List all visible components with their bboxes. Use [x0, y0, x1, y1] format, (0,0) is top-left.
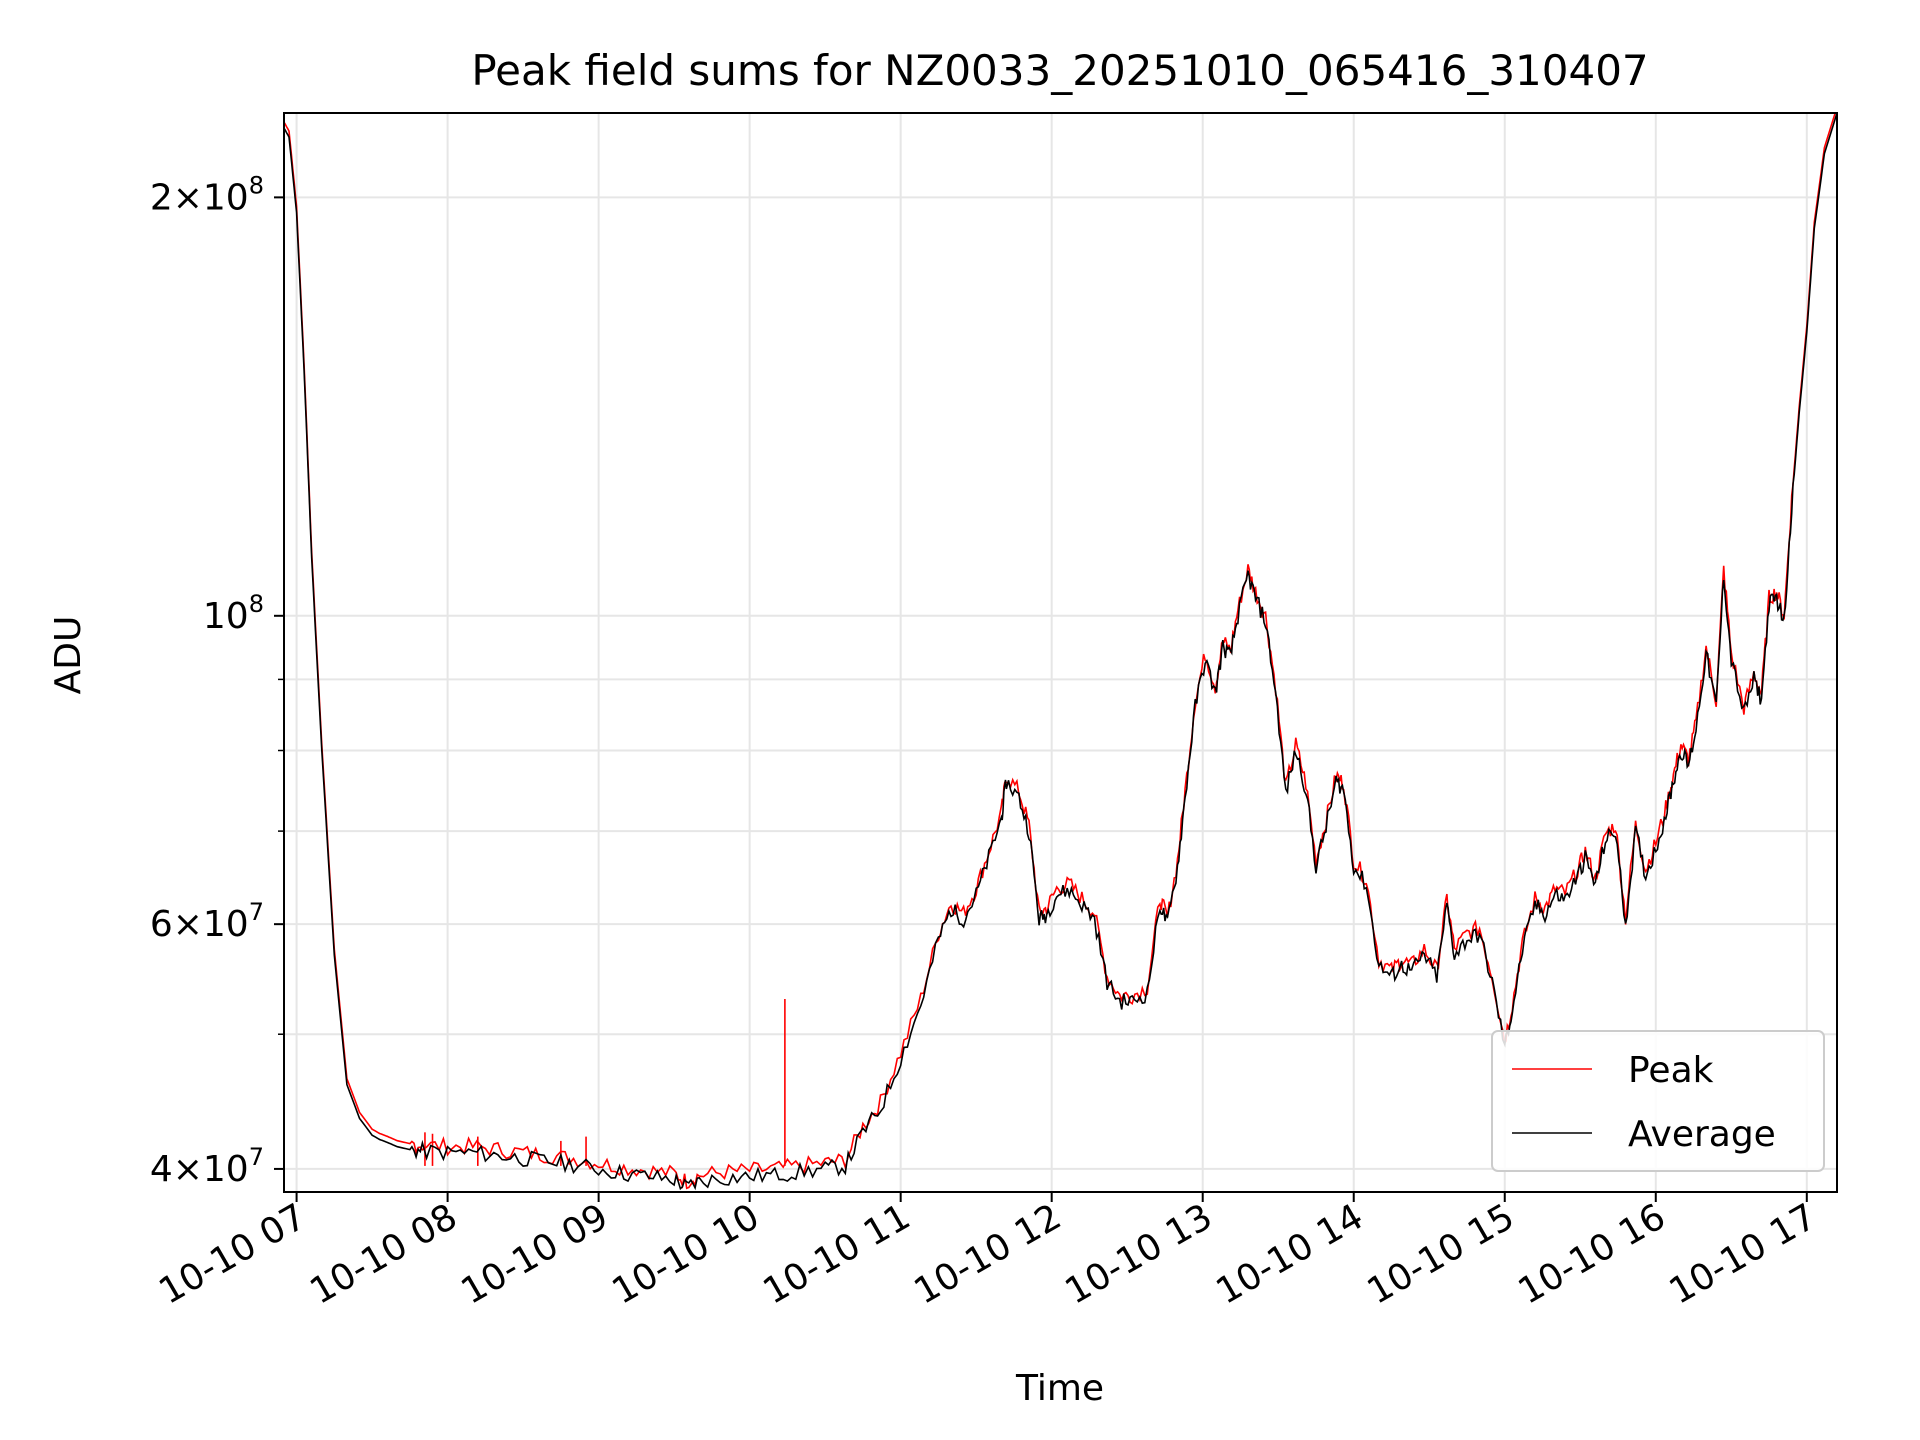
chart-title: Peak field sums for NZ0033_20251010_0654…	[471, 46, 1648, 95]
y-tick-label: 2×108	[150, 171, 264, 218]
y-tick-label: 6×107	[150, 898, 264, 945]
series-lines	[284, 113, 1837, 1191]
y-tick-label: 4×107	[150, 1143, 264, 1190]
legend-box	[1491, 1030, 1825, 1172]
legend-label: Peak	[1628, 1050, 1714, 1091]
x-axis-label: Time	[1015, 1368, 1104, 1409]
y-axis-label: ADU	[48, 616, 89, 695]
grid	[284, 113, 1837, 1192]
y-tick-label: 108	[203, 590, 264, 637]
plot-frame	[283, 112, 1838, 1193]
legend-label: Average	[1628, 1114, 1776, 1155]
series-line-average	[284, 113, 1837, 1191]
legend: Peak Average	[1491, 1030, 1825, 1172]
